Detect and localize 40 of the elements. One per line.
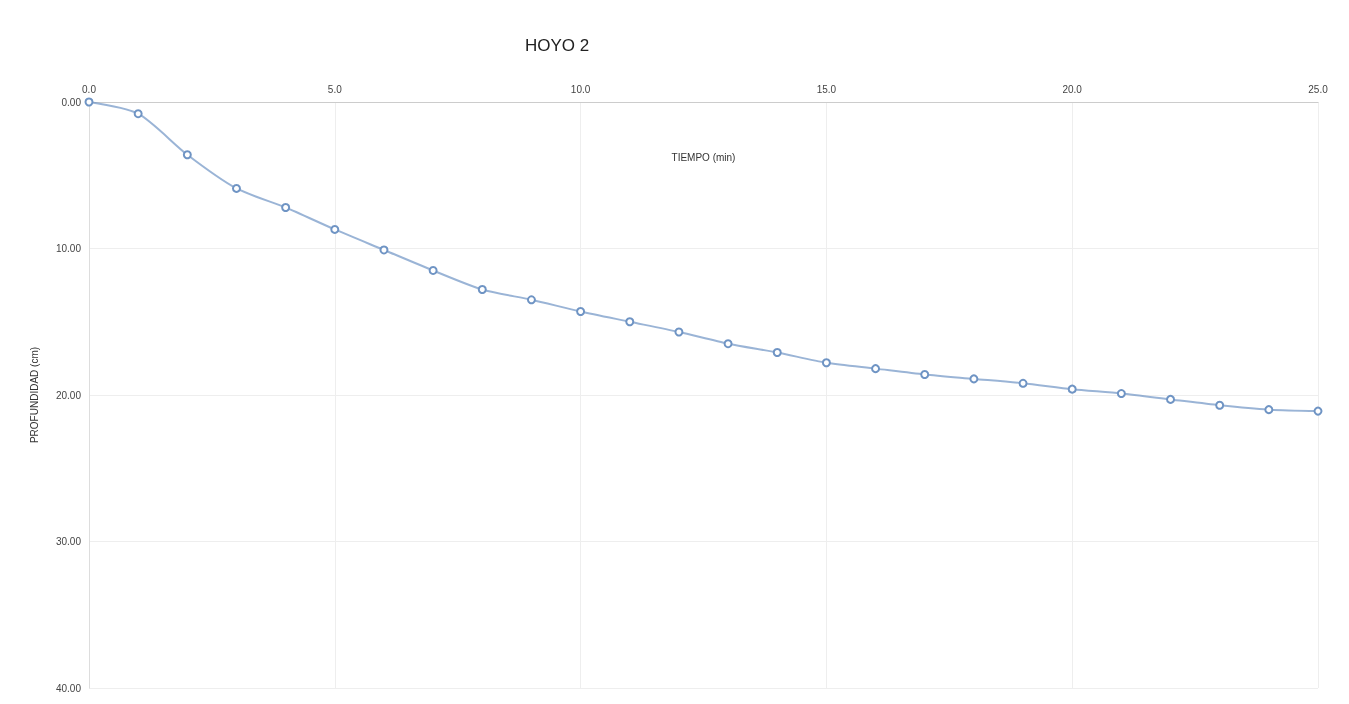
point [969,374,979,384]
x-tick-label: 10.0 [570,83,591,95]
point [1313,406,1323,416]
x-tick-label: 25.0 [1308,83,1329,95]
point [330,224,340,234]
point [1166,394,1176,404]
y-axis-title: PROFUNDIDAD (cm) [28,346,40,444]
point [625,317,635,327]
point [920,369,930,379]
x-tick-label: 0.0 [82,83,97,95]
point [526,295,536,305]
y-tick-label: 20.00 [55,389,82,401]
point [674,327,684,337]
point [1018,378,1028,388]
point [281,202,291,212]
point [576,307,586,316]
point [723,339,733,349]
point [821,358,831,368]
y-tick-label: 0.00 [61,96,82,108]
point [871,364,881,374]
point [1215,400,1225,410]
point [133,109,143,119]
point [231,183,241,193]
y-tick-label: 10.00 [55,243,82,254]
point [84,97,94,107]
y-tick-label: 30.00 [55,536,82,547]
point [1264,405,1274,415]
point [772,348,782,358]
x-tick-label: 15.0 [816,83,837,95]
chart-title: HOYO 2 [525,36,590,55]
x-tick-label: 20.0 [1062,83,1083,95]
x-tick-label: 5.0 [327,83,343,95]
point [182,150,192,160]
y-tick-label: 40.00 [55,682,82,694]
point [1067,384,1077,394]
x-axis-title: TIEMPO (min) [671,151,736,163]
point [1116,389,1126,399]
point [477,285,487,295]
point [379,245,389,255]
point [428,265,438,275]
